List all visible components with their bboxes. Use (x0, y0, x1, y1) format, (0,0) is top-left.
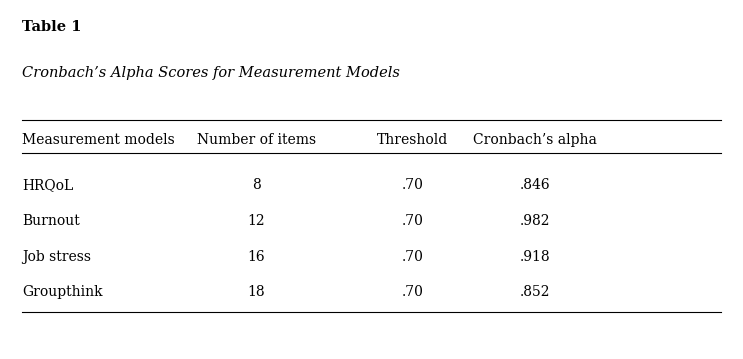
Text: .70: .70 (401, 285, 424, 299)
Text: 8: 8 (252, 178, 261, 192)
Text: .70: .70 (401, 178, 424, 192)
Text: Burnout: Burnout (22, 214, 80, 228)
Text: .982: .982 (519, 214, 551, 228)
Text: .70: .70 (401, 214, 424, 228)
Text: 16: 16 (247, 250, 265, 264)
Text: Job stress: Job stress (22, 250, 91, 264)
Text: .846: .846 (519, 178, 551, 192)
Text: Cronbach’s alpha: Cronbach’s alpha (473, 133, 597, 147)
Text: HRQoL: HRQoL (22, 178, 74, 192)
Text: .852: .852 (519, 285, 551, 299)
Text: Table 1: Table 1 (22, 20, 82, 34)
Text: Threshold: Threshold (377, 133, 448, 147)
Text: .70: .70 (401, 250, 424, 264)
Text: 18: 18 (247, 285, 265, 299)
Text: 12: 12 (247, 214, 265, 228)
Text: Cronbach’s Alpha Scores for Measurement Models: Cronbach’s Alpha Scores for Measurement … (22, 66, 400, 80)
Text: .918: .918 (519, 250, 551, 264)
Text: Measurement models: Measurement models (22, 133, 175, 147)
Text: Groupthink: Groupthink (22, 285, 103, 299)
Text: Number of items: Number of items (197, 133, 316, 147)
